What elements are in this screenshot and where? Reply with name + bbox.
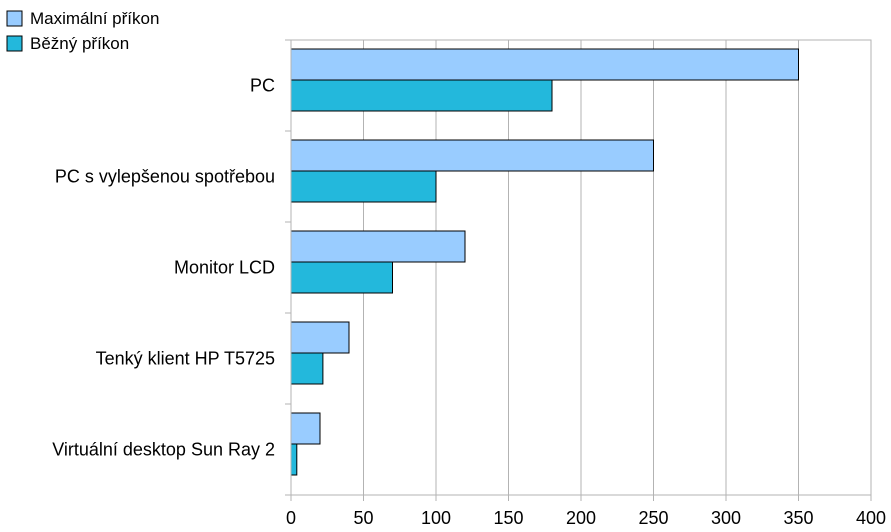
category-label: Virtuální desktop Sun Ray 2 (52, 440, 275, 460)
x-tick-label: 300 (711, 508, 741, 528)
category-label: Tenký klient HP T5725 (96, 349, 275, 369)
legend-swatch (6, 35, 23, 52)
x-tick-label: 0 (286, 508, 296, 528)
x-tick-label: 50 (353, 508, 373, 528)
bar (290, 443, 298, 476)
bar (290, 321, 350, 354)
category-label: Monitor LCD (174, 258, 275, 278)
labels: 0 50 100 150 200 250 300 350 400 PC PC s vylepšeno… (52, 76, 886, 529)
x-tick-label: 150 (493, 508, 523, 528)
bars (290, 48, 799, 476)
bar (290, 352, 324, 385)
bar (290, 79, 553, 112)
x-tick-label: 100 (421, 508, 451, 528)
bar (290, 48, 799, 81)
bar (290, 261, 393, 294)
category-label: PC (250, 76, 275, 96)
bar (290, 170, 437, 203)
x-tick-label: 400 (856, 508, 886, 528)
plot-frame (290, 39, 872, 496)
bar (290, 230, 466, 263)
legend-label: Maximální příkon (30, 9, 159, 28)
legend: Maximální příkon Běžný příkon (6, 9, 159, 53)
x-tick-label: 200 (566, 508, 596, 528)
bar (290, 139, 654, 172)
x-tick-label: 250 (638, 508, 668, 528)
bar (290, 412, 321, 445)
category-label: PC s vylepšenou spotřebou (55, 167, 275, 187)
grid (363, 40, 872, 495)
legend-label: Běžný příkon (30, 34, 129, 53)
axes (285, 39, 872, 501)
x-tick-label: 350 (783, 508, 813, 528)
legend-swatch (6, 10, 23, 27)
